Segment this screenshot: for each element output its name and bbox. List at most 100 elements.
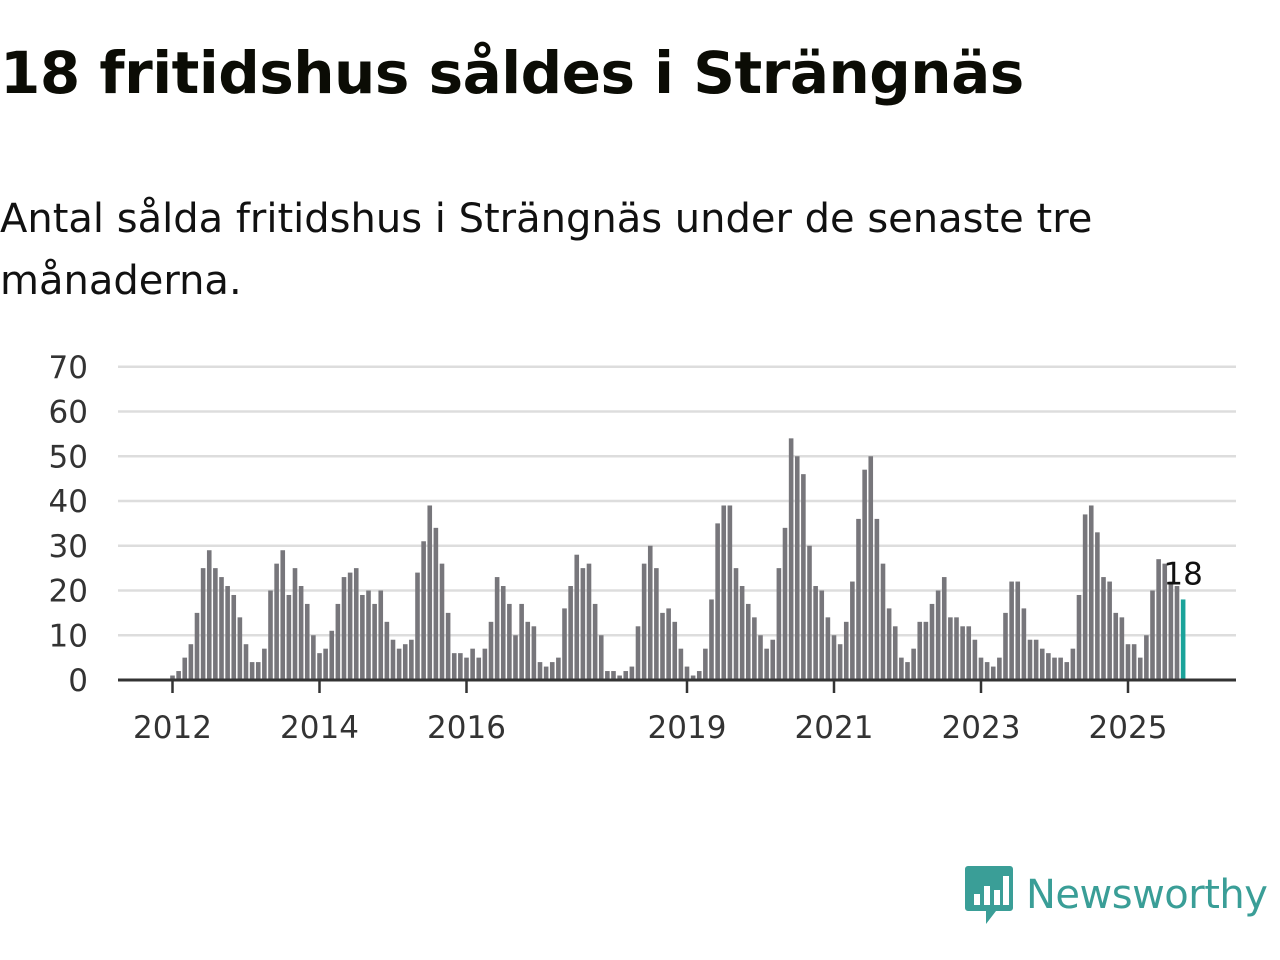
x-tick-label: 2023: [942, 710, 1021, 746]
bar: [1150, 590, 1155, 680]
bar: [1033, 639, 1039, 680]
bar: [880, 563, 886, 680]
bar: [445, 612, 451, 681]
bar: [396, 648, 402, 680]
bar: [182, 657, 188, 681]
bar: [886, 608, 892, 680]
bar: [476, 657, 482, 681]
bar: [727, 505, 733, 680]
bar: [1095, 532, 1100, 680]
bar: [194, 612, 200, 681]
bar: [353, 568, 359, 680]
bar: [262, 648, 267, 680]
bar: [562, 608, 567, 680]
bar: [580, 568, 586, 680]
bar: [856, 518, 861, 680]
bar: [531, 626, 537, 680]
bar: [837, 644, 843, 680]
y-tick-label: 10: [49, 618, 88, 654]
bar: [923, 621, 929, 680]
bar: [255, 662, 261, 680]
bar: [672, 621, 678, 680]
y-tick-label: 0: [68, 663, 88, 699]
bar: [1113, 612, 1119, 681]
bar: [213, 568, 218, 680]
bar: [451, 653, 457, 680]
bar: [788, 438, 794, 680]
bar: [635, 626, 641, 680]
bar: [623, 671, 629, 680]
bar: [972, 639, 978, 680]
bar: [948, 617, 953, 680]
bar: [1101, 577, 1106, 680]
bar: [421, 541, 426, 680]
bar: [954, 617, 959, 680]
bar: [776, 568, 782, 680]
bar: [1039, 648, 1045, 680]
bar: [298, 586, 304, 680]
bar: [470, 648, 475, 680]
bars: [170, 438, 1186, 681]
bar: [739, 586, 745, 680]
bar: [176, 671, 181, 680]
bar: [1058, 657, 1063, 681]
x-axis-ticks: 2012 2014 2016 2019 2021 2023 2025: [133, 680, 1167, 746]
gridlines: [118, 365, 1236, 637]
bar: [188, 644, 194, 680]
bar: [813, 586, 818, 680]
bar: [549, 662, 555, 680]
bar: [1015, 581, 1021, 680]
y-tick-label: 50: [49, 439, 88, 475]
bar: [678, 648, 684, 680]
bar: [899, 657, 904, 681]
bar: [384, 621, 390, 680]
bar: [1076, 594, 1082, 680]
bar: [709, 599, 714, 680]
bar-highlight: [1180, 599, 1186, 680]
bar: [1174, 586, 1180, 680]
bar: [911, 648, 916, 680]
bar: [286, 594, 292, 680]
bar: [666, 608, 671, 680]
bar: [500, 586, 506, 680]
x-tick-label: 2014: [280, 710, 359, 746]
bar: [1021, 608, 1027, 680]
bar: [513, 635, 518, 680]
bar: [274, 563, 279, 680]
bar: [507, 603, 512, 680]
bar: [831, 635, 837, 680]
bar: [611, 671, 616, 680]
bar: [1156, 559, 1161, 680]
bar: [317, 653, 322, 680]
bar: [1107, 581, 1112, 680]
bar: [1046, 653, 1051, 680]
y-tick-label: 70: [49, 350, 88, 386]
bar: [525, 621, 531, 680]
bar: [1168, 581, 1174, 680]
bar: [341, 577, 347, 680]
bar: [978, 657, 984, 681]
bar: [1064, 662, 1070, 680]
bar: [807, 545, 812, 680]
bar: [850, 581, 855, 680]
y-tick-label: 40: [49, 484, 88, 520]
bar: [629, 666, 635, 680]
bar: [329, 630, 335, 680]
bar: [415, 572, 420, 680]
bar: [770, 639, 776, 680]
y-tick-label: 30: [49, 529, 88, 565]
bar: [1003, 612, 1008, 681]
bar: [458, 653, 463, 680]
chart-speech-bubble-icon: [965, 866, 1013, 924]
y-axis-ticks: 0 10 20 30 40 50 60 70: [49, 350, 88, 699]
bar: [868, 456, 874, 680]
bar: [323, 648, 328, 680]
bar: [1009, 581, 1014, 680]
bar: [219, 577, 224, 680]
bar: [311, 635, 316, 680]
bar: [984, 662, 990, 680]
bar: [825, 617, 831, 680]
bar: [586, 563, 592, 680]
data-labels: 18: [1163, 556, 1202, 592]
bar: [427, 505, 433, 680]
